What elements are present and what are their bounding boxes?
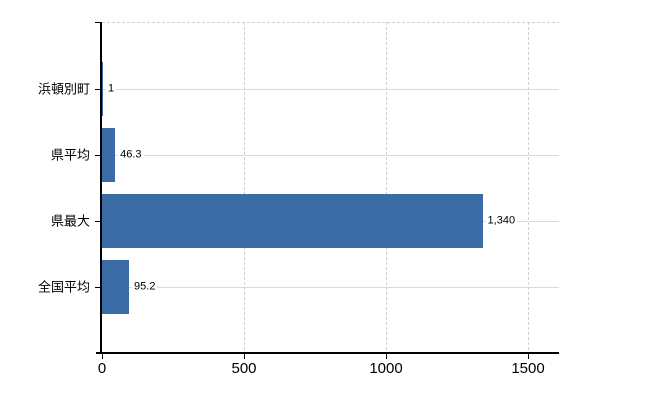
v-gridline (244, 22, 245, 353)
v-gridline (528, 22, 529, 353)
bar-value-label: 95.2 (132, 280, 158, 294)
y-tick (95, 155, 101, 156)
bar-value-label: 1,340 (485, 214, 518, 228)
category-label: 県最大 (50, 213, 90, 229)
bar (102, 260, 130, 314)
y-axis-top-tick (95, 22, 101, 23)
bar (102, 194, 483, 248)
category-label: 全国平均 (37, 279, 90, 295)
y-axis (100, 22, 102, 353)
category-label: 県平均 (50, 147, 90, 163)
x-tick (102, 354, 103, 359)
x-axis (96, 352, 559, 354)
bar-value-label: 46.3 (118, 148, 144, 162)
plot-top-border (102, 22, 559, 23)
x-tick-label: 500 (231, 360, 257, 377)
x-tick (528, 354, 529, 359)
x-tick (386, 354, 387, 359)
x-tick (244, 354, 245, 359)
x-tick-label: 1500 (511, 360, 545, 377)
h-gridline (102, 89, 559, 90)
bar (102, 62, 103, 116)
plot-area (102, 22, 559, 353)
bar (102, 128, 116, 182)
x-tick-label: 0 (97, 360, 107, 377)
h-gridline (102, 155, 559, 156)
y-tick (95, 89, 101, 90)
x-tick-label: 1000 (369, 360, 403, 377)
v-gridline (386, 22, 387, 353)
y-tick (95, 221, 101, 222)
bar-value-label: 1 (106, 82, 117, 96)
category-label: 浜頓別町 (37, 81, 90, 97)
y-tick (95, 287, 101, 288)
h-gridline (102, 287, 559, 288)
